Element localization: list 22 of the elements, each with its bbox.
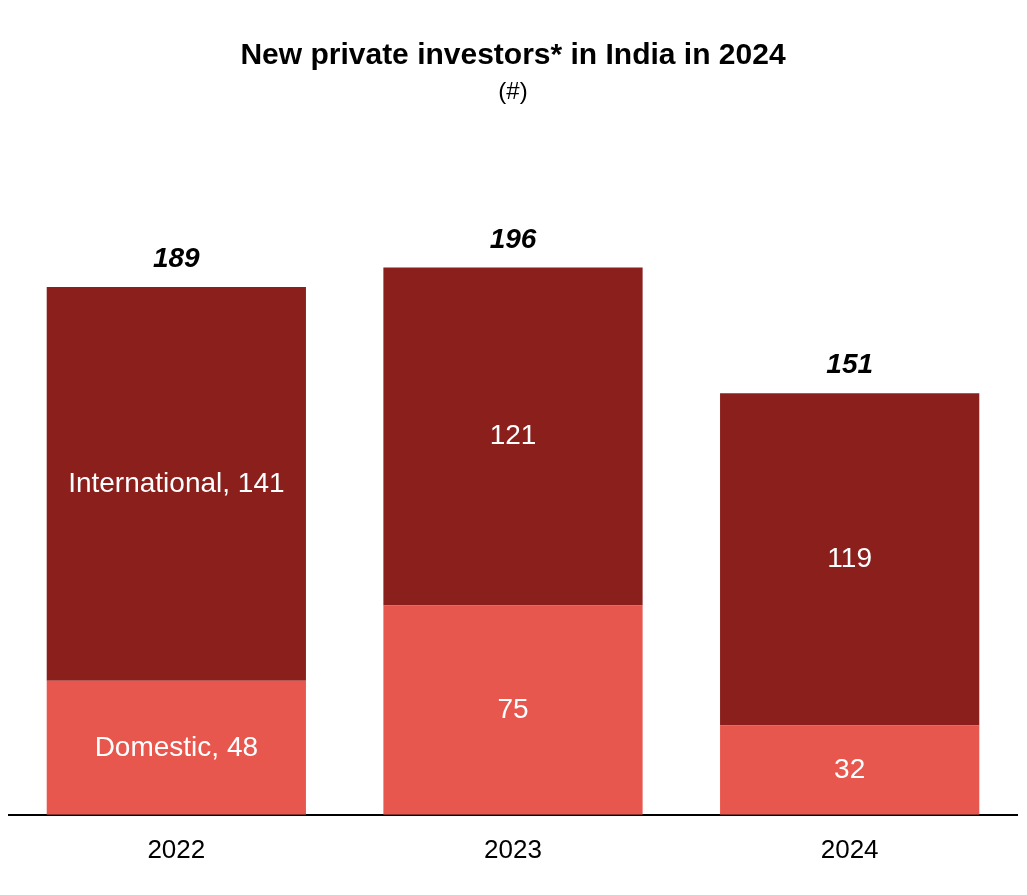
total-label: 196 (489, 222, 537, 254)
x-tick-label: 2023 (484, 833, 542, 864)
data-label: 48 (226, 730, 259, 762)
series-label: International, (68, 466, 231, 498)
total-label: 189 (152, 242, 201, 274)
bar (720, 725, 980, 815)
data-label: 141 (237, 466, 285, 498)
data-label: 75 (497, 692, 529, 724)
bar (383, 605, 643, 815)
chart-title: New private investors* in India in 2024 (240, 37, 786, 71)
total-label: 151 (826, 348, 874, 380)
data-label: 121 (489, 419, 537, 451)
chart-subtitle: (#) (498, 77, 528, 105)
bar (46, 287, 306, 681)
bar (46, 680, 306, 815)
bar (720, 393, 980, 726)
series-label: Domestic, (94, 730, 220, 762)
x-tick-label: 2024 (820, 833, 879, 864)
data-label: 119 (827, 542, 872, 574)
bar (383, 267, 643, 606)
x-tick-label: 2022 (147, 833, 206, 864)
data-label: 32 (834, 752, 866, 784)
